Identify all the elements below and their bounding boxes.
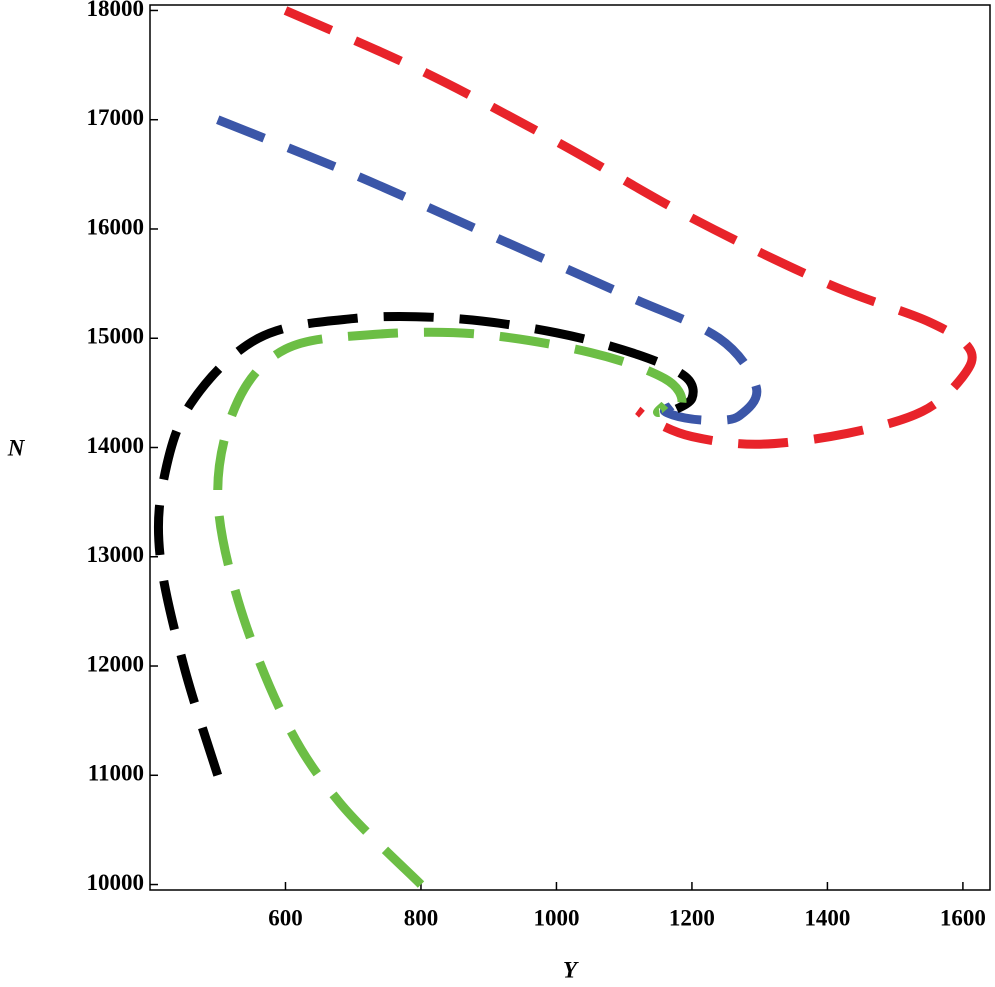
- curve: [153, 311, 698, 777]
- curve: [213, 327, 687, 888]
- plot-frame: [149, 4, 991, 891]
- y-tick-label: 14000: [87, 433, 145, 458]
- y-tick-label: 17000: [87, 105, 145, 130]
- x-tick-label: 600: [268, 905, 303, 930]
- y-tick-label: 11000: [88, 761, 144, 786]
- x-tick-label: 800: [404, 905, 439, 930]
- x-tick-label: 1600: [940, 905, 986, 930]
- y-tick-label: 13000: [87, 542, 145, 567]
- x-axis-label: Y: [563, 957, 579, 982]
- y-tick-label: 15000: [87, 324, 145, 349]
- x-tick-label: 1200: [669, 905, 715, 930]
- curve: [216, 115, 762, 425]
- y-tick-label: 18000: [87, 0, 145, 21]
- x-tick-label: 1000: [533, 905, 579, 930]
- y-tick-label: 16000: [87, 214, 145, 239]
- x-tick-label: 1400: [804, 905, 850, 930]
- y-axis-label: N: [7, 435, 26, 460]
- curve: [283, 6, 977, 449]
- y-tick-label: 10000: [87, 870, 145, 895]
- y-tick-label: 12000: [87, 651, 145, 676]
